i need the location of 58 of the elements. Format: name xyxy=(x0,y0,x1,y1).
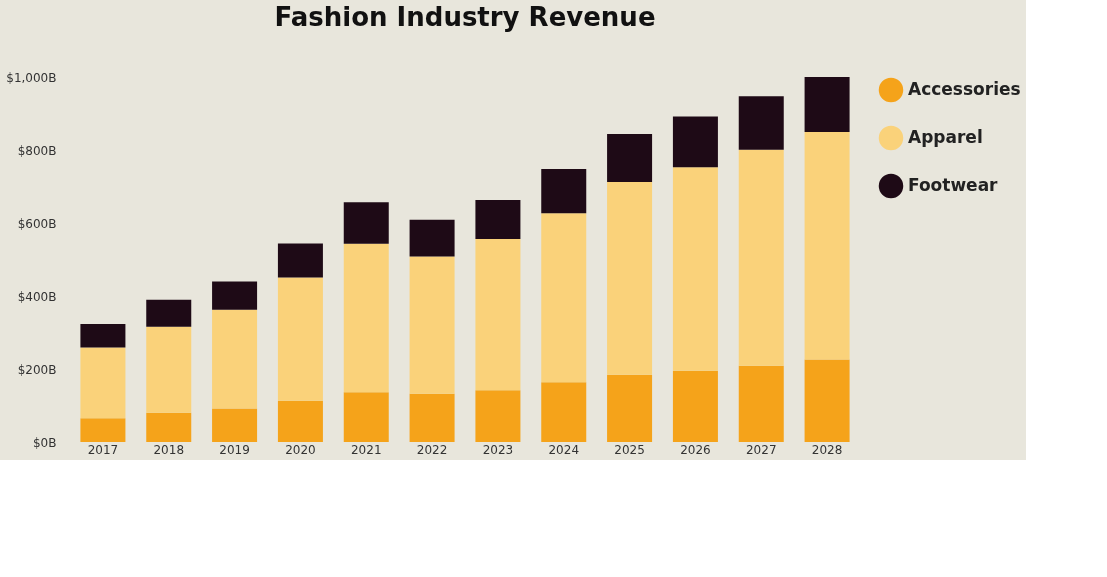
bar xyxy=(146,299,192,327)
x-tick-label: 2022 xyxy=(416,442,448,457)
x-tick-label: 2026 xyxy=(680,442,711,457)
x-tick-label: 2028 xyxy=(811,442,843,457)
bar xyxy=(212,408,258,442)
bar xyxy=(343,392,389,442)
x-tick-label: 2018 xyxy=(153,442,185,457)
legend-label: Accessories xyxy=(908,79,1021,99)
y-tick-label: $800B xyxy=(17,143,57,158)
bar xyxy=(80,347,126,419)
x-tick-label: 2027 xyxy=(745,442,777,457)
y-tick-label: $200B xyxy=(17,362,57,377)
bar xyxy=(475,239,521,391)
bar xyxy=(80,418,126,442)
bar xyxy=(607,374,653,442)
bar xyxy=(804,132,850,360)
x-tick-label: 2025 xyxy=(614,442,645,457)
bar xyxy=(475,390,521,442)
x-tick-label: 2019 xyxy=(219,442,250,457)
x-tick-label: 2020 xyxy=(285,442,316,457)
y-tick-label: $600B xyxy=(17,216,57,231)
chart-title: Fashion Industry Revenue xyxy=(274,2,656,32)
x-tick-label: 2023 xyxy=(482,442,514,457)
y-tick-label: $0B xyxy=(32,435,57,450)
bar xyxy=(343,202,389,244)
bar xyxy=(409,219,455,257)
bar xyxy=(475,200,521,240)
y-tick-label: $400B xyxy=(17,289,57,304)
bar xyxy=(212,281,258,310)
bar xyxy=(541,382,587,442)
bar xyxy=(672,167,718,371)
bar xyxy=(541,213,587,383)
legend-label: Apparel xyxy=(908,127,983,147)
bar xyxy=(672,370,718,442)
bar xyxy=(80,324,126,348)
bar xyxy=(607,133,653,183)
bar xyxy=(343,243,389,393)
bar xyxy=(277,277,323,401)
bar xyxy=(672,116,718,168)
bar xyxy=(146,326,192,413)
bar xyxy=(738,365,784,442)
bar xyxy=(738,96,784,150)
bar xyxy=(212,309,258,409)
bar xyxy=(277,400,323,442)
x-tick-label: 2017 xyxy=(87,442,119,457)
bar xyxy=(146,412,192,442)
x-tick-label: 2024 xyxy=(548,442,580,457)
bar xyxy=(409,256,455,394)
y-tick-label: $1,000B xyxy=(6,70,57,85)
bar xyxy=(277,243,323,278)
legend-label: Footwear xyxy=(908,175,999,195)
x-tick-label: 2021 xyxy=(350,442,382,457)
bar xyxy=(607,182,653,375)
bar xyxy=(804,77,850,133)
bar xyxy=(409,393,455,442)
bar xyxy=(804,359,850,442)
bar xyxy=(738,149,784,366)
bar xyxy=(541,168,587,214)
